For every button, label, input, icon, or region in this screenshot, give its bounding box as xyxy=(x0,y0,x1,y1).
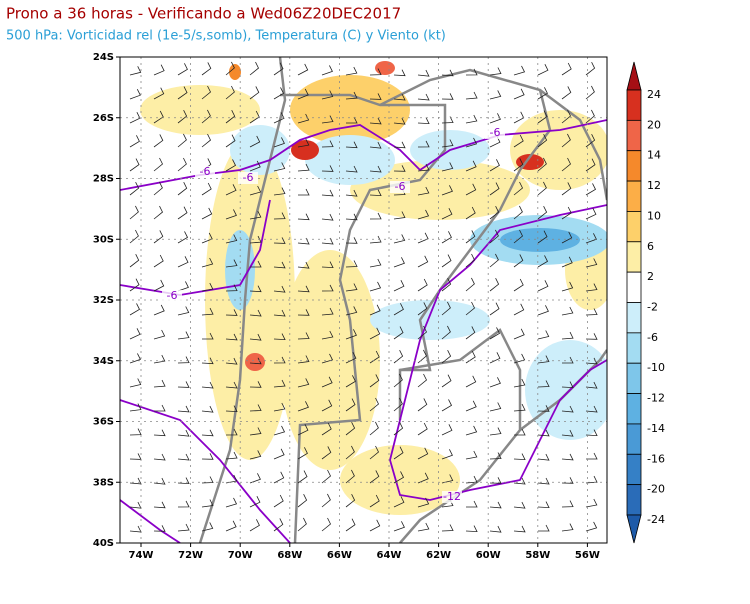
contour-label-bg xyxy=(195,166,215,178)
colorbar-label: 10 xyxy=(647,209,661,222)
lat-label: 32S xyxy=(93,295,114,306)
colorbar-label: -14 xyxy=(647,422,665,435)
colorbar-label: 24 xyxy=(647,88,661,101)
contour-label: -6 xyxy=(200,165,211,178)
contour-label: -6 xyxy=(243,171,254,184)
lat-label: 34S xyxy=(93,356,114,367)
lat-label: 40S xyxy=(93,538,114,549)
lat-label: 28S xyxy=(93,174,114,185)
colorbar-box xyxy=(626,180,642,212)
lon-label: 64W xyxy=(377,550,402,561)
contour-label: -6 xyxy=(395,180,406,193)
lat-label: 26S xyxy=(93,113,114,124)
colorbar-label: 2 xyxy=(647,270,654,283)
colorbar-box xyxy=(626,484,642,516)
contour-label-bg xyxy=(390,181,410,193)
lon-label: 58W xyxy=(525,550,550,561)
contour-label: -12 xyxy=(443,490,461,503)
lon-label: 72W xyxy=(178,550,203,561)
lat-label: 38S xyxy=(93,477,114,488)
lon-label: 68W xyxy=(277,550,302,561)
colorbar-box xyxy=(626,89,642,121)
lon-label: 62W xyxy=(426,550,451,561)
colorbar-box xyxy=(626,119,642,152)
colorbar-box xyxy=(626,211,642,243)
colorbar-label: -12 xyxy=(647,392,665,405)
lat-label: 36S xyxy=(93,417,114,428)
colorbar-label: -24 xyxy=(647,513,665,526)
contour-label-bg xyxy=(485,127,505,139)
lon-label: 56W xyxy=(575,550,600,561)
colorbar-box xyxy=(626,271,642,303)
colorbar-box xyxy=(626,362,642,394)
colorbar-box xyxy=(626,150,642,182)
colorbar-box xyxy=(626,393,642,425)
colorbar-label: -20 xyxy=(647,483,665,496)
lon-label: 60W xyxy=(476,550,501,561)
lon-label: 74W xyxy=(129,550,154,561)
map-field xyxy=(120,57,607,543)
colorbar-label: -16 xyxy=(647,452,665,465)
colorbar-label: 20 xyxy=(647,118,661,131)
colorbar-label: -2 xyxy=(647,301,658,314)
contour-label-bg xyxy=(238,172,258,184)
lat-label: 24S xyxy=(93,52,114,63)
lon-label: 70W xyxy=(228,550,253,561)
colorbar-label: 12 xyxy=(647,179,661,192)
colorbar-label: -10 xyxy=(647,361,665,374)
colorbar-bottom xyxy=(626,514,642,544)
colorbar-box xyxy=(626,423,642,455)
subtitle: 500 hPa: Vorticidad rel (1e-5/s,somb), T… xyxy=(6,29,446,44)
colorbar-box xyxy=(626,332,642,364)
contour-label: -6 xyxy=(490,126,501,139)
contour-label-bg xyxy=(162,290,182,302)
contour-label: -6 xyxy=(167,289,178,302)
title: Prono a 36 horas - Verificando a Wed06Z2… xyxy=(6,5,401,23)
colorbar-label: 6 xyxy=(647,240,654,253)
colorbar-label: 14 xyxy=(647,149,661,162)
contour-label-bg xyxy=(442,491,462,503)
colorbar-box xyxy=(626,453,642,486)
lon-label: 66W xyxy=(327,550,352,561)
colorbar-label: -6 xyxy=(647,331,658,344)
colorbar-box xyxy=(626,302,642,334)
colorbar-box xyxy=(626,241,642,273)
lat-label: 30S xyxy=(93,234,114,245)
colorbar-top xyxy=(626,61,642,91)
